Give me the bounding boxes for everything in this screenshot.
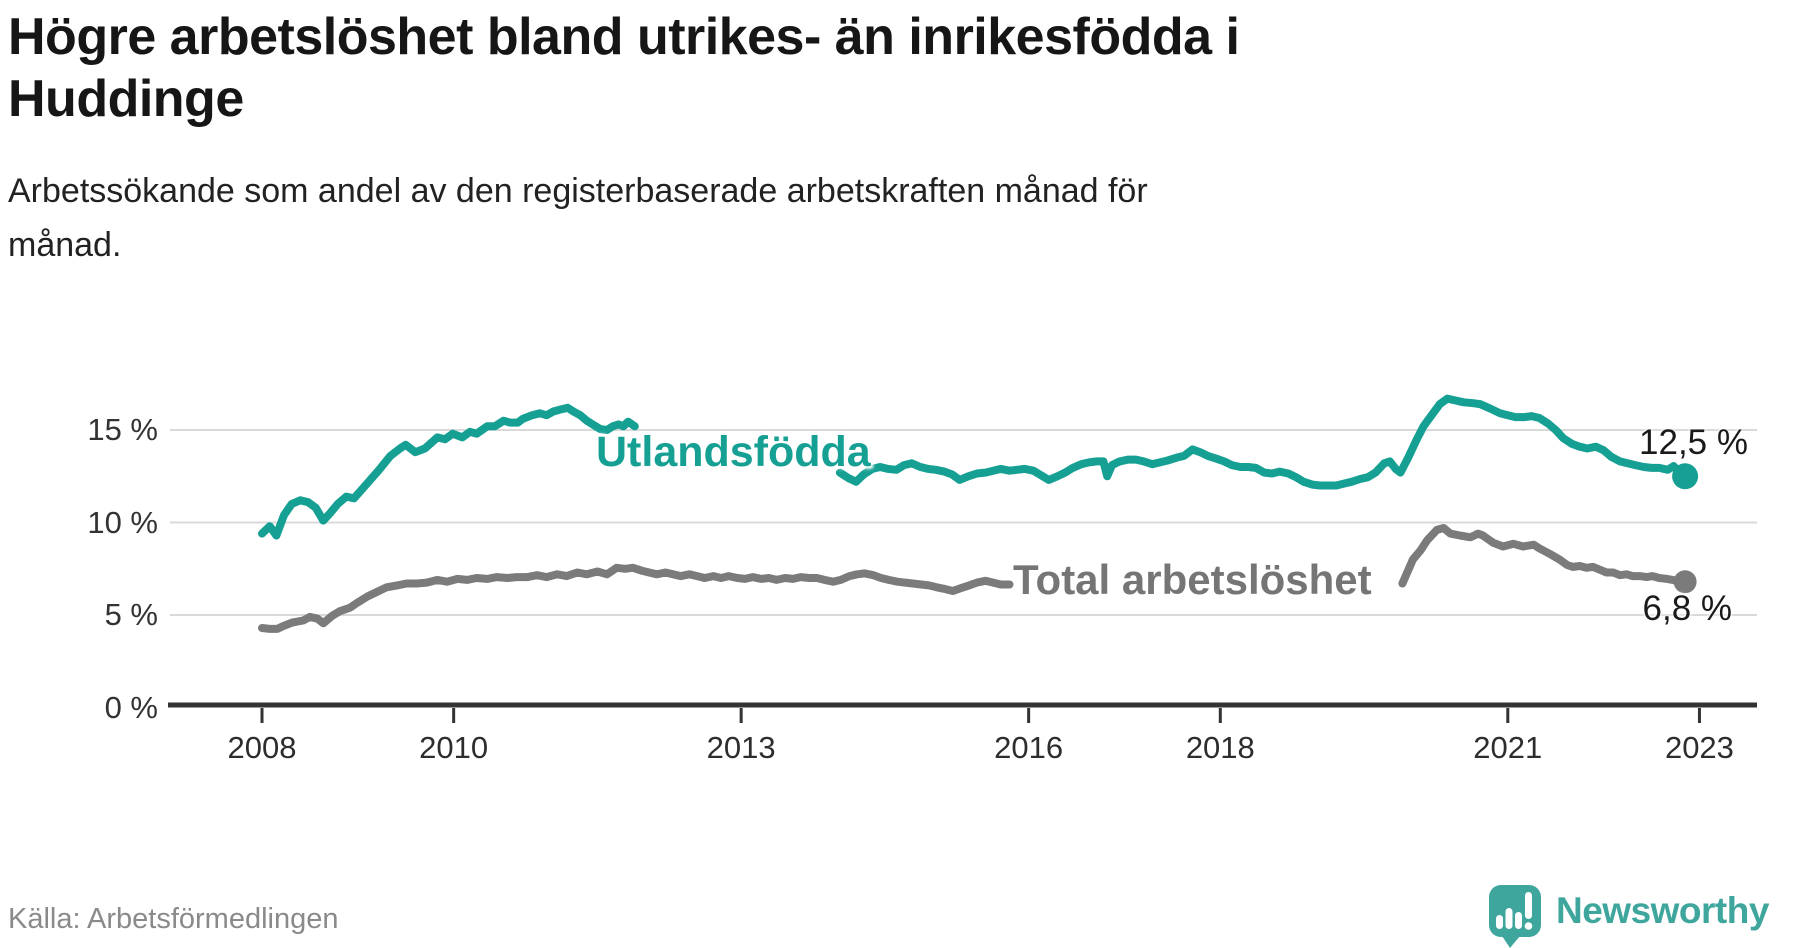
x-axis-label-2018: 2018 [1185, 730, 1255, 765]
series-label-total-arbetsloshet: Total arbetslöshet [1013, 556, 1372, 603]
source-note: Källa: Arbetsförmedlingen [8, 903, 339, 935]
y-axis-label-0: 0 % [104, 689, 158, 725]
newsworthy-wordmark: Newsworthy [1556, 890, 1769, 931]
series-label-utlandsfodda: Utlandsfödda [596, 428, 871, 476]
series-line-0-segment-0 [258, 403, 639, 540]
page-title: Högre arbetslöshet bland utrikes- än inr… [8, 6, 1578, 130]
newsworthy-logo: Newsworthy [1488, 884, 1769, 948]
chart-subtitle: Arbetssökande som andel av den registerb… [8, 164, 1508, 272]
title-line-2: Huddinge [8, 70, 244, 128]
end-value-label-total-arbetsloshet: 6,8 % [1642, 589, 1733, 628]
series-line-0-segment-1 [835, 394, 1690, 490]
end-value-label-utlandsfodda: 12,5 % [1639, 423, 1748, 462]
x-axis-label-2023: 2023 [1664, 730, 1734, 765]
series-line-1-segment-0 [258, 563, 1014, 633]
y-axis-label-5: 5 % [104, 597, 158, 632]
x-axis-label-2010: 2010 [419, 730, 489, 765]
series-end-dot-1 [1673, 570, 1697, 594]
y-axis-label-10: 10 % [87, 504, 158, 540]
x-axis-label-2021: 2021 [1473, 730, 1543, 765]
subtitle-line-1: Arbetssökande som andel av den registerb… [8, 172, 1148, 210]
y-axis-label-15: 15 % [87, 412, 158, 447]
newsworthy-chart-bubble-icon [1489, 885, 1541, 948]
subtitle-line-2: månad. [8, 226, 122, 264]
series-end-dot-0 [1672, 463, 1699, 490]
series-line-1-segment-1 [1398, 524, 1690, 588]
x-axis-label-2016: 2016 [994, 730, 1064, 765]
x-axis-label-2008: 2008 [227, 730, 297, 765]
title-line-1: Högre arbetslöshet bland utrikes- än inr… [8, 8, 1240, 66]
x-axis-label-2013: 2013 [706, 730, 776, 765]
